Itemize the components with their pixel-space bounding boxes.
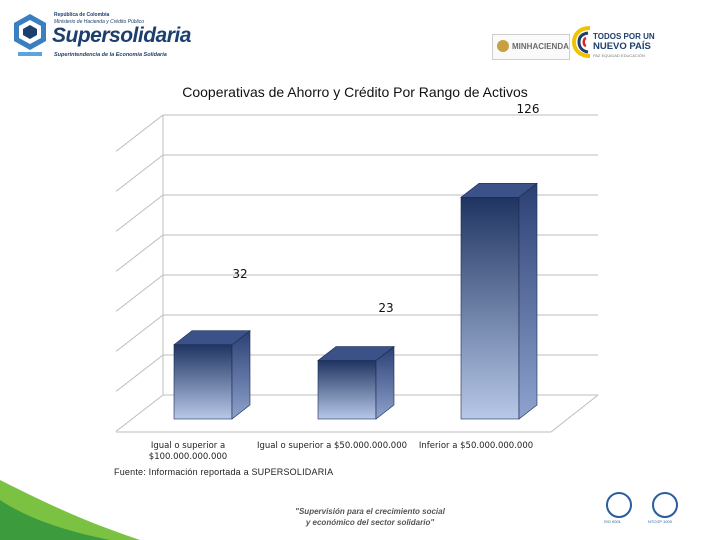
gridline-side: [115, 234, 164, 272]
chart-title: Cooperativas de Ahorro y Crédito Por Ran…: [182, 84, 528, 100]
gridline-side: [115, 154, 164, 192]
supersolidaria-logo-icon: [14, 14, 46, 56]
gridline-side: [115, 354, 164, 392]
bar-side: [518, 182, 538, 420]
org-small-2: Ministerio de Hacienda y Crédito Público: [54, 19, 145, 25]
bar-top: [173, 330, 251, 345]
gridline-side: [115, 194, 164, 232]
data-label: 126: [517, 102, 540, 116]
government-logos: MINHACIENDA TODOS POR UN NUEVO PAÍS PAZ …: [492, 26, 712, 68]
bar-top: [460, 182, 538, 198]
footer-quote: "Supervisión para el crecimiento social …: [290, 506, 450, 528]
gridline-side: [115, 314, 164, 352]
certification-logos: ISO 9001 NTCGP 1000: [600, 492, 680, 528]
supersolidaria-logo[interactable]: República de Colombia Ministerio de Haci…: [14, 12, 191, 68]
data-label: 23: [378, 301, 393, 315]
chart-labels: 32 Igual o superior a$100.000.000.000 23 Ig…: [149, 102, 540, 462]
floor-right-edge: [550, 394, 599, 433]
cert-label-2: NTCGP 1000: [648, 519, 672, 524]
bar-front: [317, 360, 377, 420]
category-label: Igual o superior a $50.000.000.000: [257, 441, 407, 451]
gridline-side: [115, 274, 164, 312]
minhacienda-logo[interactable]: MINHACIENDA: [492, 34, 570, 60]
bar-side: [231, 330, 251, 420]
org-small-1: República de Colombia: [54, 12, 110, 18]
bar-front: [173, 344, 233, 420]
minhacienda-label: MINHACIENDA: [512, 42, 569, 51]
gov-line-3: PAZ EQUIDAD EDUCACIÓN: [593, 53, 645, 58]
chart-bars: [173, 182, 538, 420]
gridline-side: [115, 394, 164, 432]
gridline-side: [115, 114, 164, 152]
header: República de Colombia Ministerio de Haci…: [0, 0, 720, 78]
footer-quote-line-1: "Supervisión para el crecimiento social: [295, 507, 445, 516]
gov-line-1: TODOS POR UN: [593, 32, 655, 41]
bar-top: [317, 346, 395, 361]
bar-front: [460, 196, 520, 420]
chart-source: Fuente: Información reportada a SUPERSOL…: [114, 467, 334, 477]
gov-line-2: NUEVO PAÍS: [593, 41, 651, 52]
footer-quote-line-2: y económico del sector solidario": [305, 518, 435, 527]
iso-certification-icon: [606, 492, 632, 518]
footer-decoration: [0, 480, 140, 540]
category-label: Igual o superior a: [151, 441, 225, 451]
coat-of-arms-icon: [497, 40, 509, 52]
brand-name: Supersolidaria: [52, 24, 191, 47]
brand-tagline: Superintendencia de la Economía Solidari…: [54, 52, 167, 58]
data-label: 32: [232, 267, 247, 281]
todos-por-un-nuevo-pais-icon: [572, 26, 591, 58]
cert-label-1: ISO 9001: [604, 519, 621, 524]
category-label: Inferior a $50.000.000.000: [419, 441, 533, 451]
category-label: $100.000.000.000: [149, 452, 227, 462]
ntcgp-certification-icon: [652, 492, 678, 518]
